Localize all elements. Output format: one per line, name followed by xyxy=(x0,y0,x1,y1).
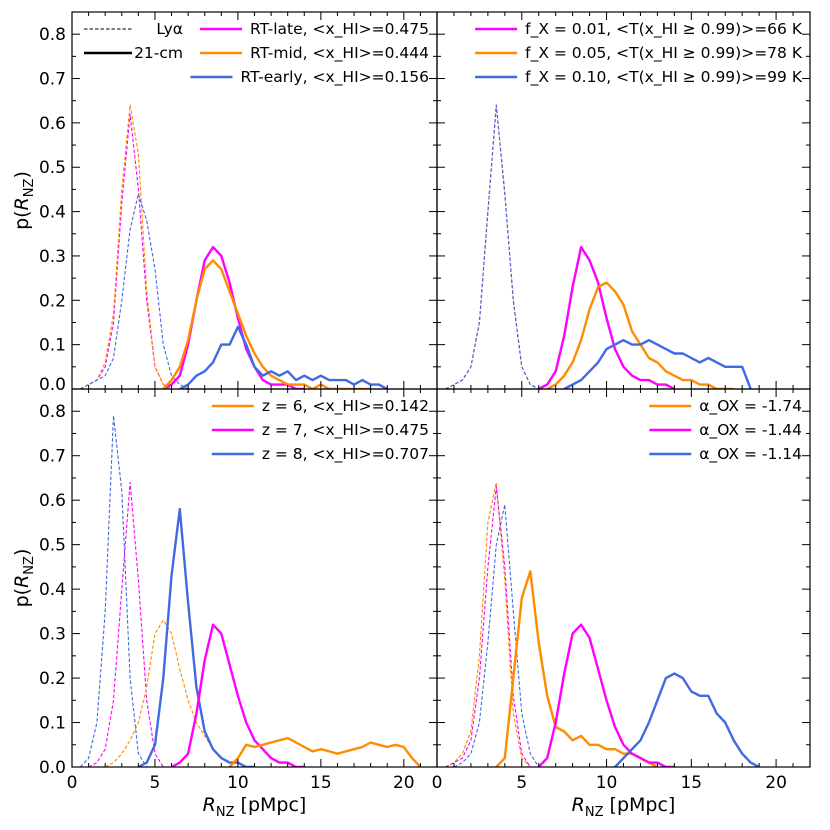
series-line-1-3 xyxy=(538,245,675,389)
x-axis-title: RNZ [pMpc] xyxy=(572,794,676,820)
x-tick-label: 20 xyxy=(765,773,787,793)
y-tick-label: 0.1 xyxy=(39,714,66,734)
x-title-sub: NZ xyxy=(216,805,235,820)
series-line-2-2 xyxy=(104,619,247,767)
y-tick-label: 0.4 xyxy=(39,580,66,600)
series-line-3-1 xyxy=(445,486,531,767)
y-tick-label: 0.7 xyxy=(39,70,66,90)
series-line-1-4 xyxy=(546,281,734,389)
legend-label: f_X = 0.10, <T(x_HI ≥ 0.99)>=99 K xyxy=(525,68,803,87)
series-line-1-5 xyxy=(563,339,752,389)
x-title-unit: [pMpc] xyxy=(235,794,307,816)
series-group xyxy=(80,104,388,389)
legend-label: f_X = 0.01, <T(x_HI ≥ 0.99)>=66 K xyxy=(525,20,803,39)
x-tick-label: 10 xyxy=(227,773,249,793)
x-title-unit: [pMpc] xyxy=(604,794,676,816)
panel-bottom-right: 0 5 10 15 20 RNZ [pMpc] α_OX = -1.74 α_OX = -1.… xyxy=(432,388,811,820)
x-tick-label: 0 xyxy=(432,773,443,793)
series-line-3-5 xyxy=(614,672,760,767)
legend-label: RT-late, <x_HI>=0.475 xyxy=(250,20,429,39)
panel-bottom-left: 0.00.10.20.30.40.50.60.70.8p(RNZ)0 5 10 15 2… xyxy=(11,388,438,820)
tick-group xyxy=(71,388,438,768)
y-title-main: R xyxy=(11,575,33,588)
legend-label: α_OX = -1.74 xyxy=(699,397,802,416)
y-axis-title: p(RNZ) xyxy=(11,549,37,608)
series-group xyxy=(445,104,752,389)
series-line-3-2 xyxy=(453,504,540,767)
y-title-sub: NZ xyxy=(22,178,37,197)
series-line-2-0 xyxy=(79,415,148,767)
y-tick-label: 0.0 xyxy=(39,375,66,395)
series-group xyxy=(79,415,422,767)
y-axis-title: p(RNZ) xyxy=(11,171,37,230)
series-line-2-3 xyxy=(137,507,255,767)
y-tick-label: 0.8 xyxy=(39,402,66,422)
y-tick-label: 0.6 xyxy=(39,491,66,511)
y-tick-label: 0.6 xyxy=(39,114,66,134)
x-tick-label: 20 xyxy=(393,773,415,793)
series-line-0-2 xyxy=(80,193,189,389)
legend-label: RT-mid, <x_HI>=0.444 xyxy=(250,44,429,63)
series-line-2-5 xyxy=(228,736,422,767)
y-tick-label: 0.3 xyxy=(39,247,66,267)
y-title-post: ) xyxy=(11,549,33,556)
x-title-sub: NZ xyxy=(585,805,604,820)
x-axis-title: RNZ [pMpc] xyxy=(203,794,307,820)
y-tick-label: 0.2 xyxy=(39,669,66,689)
x-tick-label: 15 xyxy=(680,773,702,793)
series-line-2-1 xyxy=(88,481,164,767)
series-line-1-2 xyxy=(445,104,539,389)
tick-group xyxy=(436,11,811,390)
series-line-0-5 xyxy=(179,325,388,389)
series-line-0-1 xyxy=(80,104,172,389)
legend-label: f_X = 0.05, <T(x_HI ≥ 0.99)>=78 K xyxy=(525,44,803,63)
x-tick-label: 5 xyxy=(516,773,527,793)
x-tick-label: 0 xyxy=(67,773,78,793)
series-line-3-0 xyxy=(445,481,531,767)
y-tick-label: 0.3 xyxy=(39,625,66,645)
series-line-0-3 xyxy=(162,245,305,389)
y-tick-label: 0.5 xyxy=(39,536,66,556)
y-tick-label: 0.5 xyxy=(39,158,66,178)
x-title-main: R xyxy=(203,794,216,816)
tick-group xyxy=(71,11,438,390)
style-legend-label: Lyα xyxy=(156,20,183,38)
y-tick-label: 0.2 xyxy=(39,291,66,311)
y-title-post: ) xyxy=(11,171,33,178)
y-title-main: R xyxy=(11,197,33,210)
legend-label: α_OX = -1.14 xyxy=(699,445,802,464)
series-line-2-4 xyxy=(170,623,305,767)
series-group xyxy=(445,481,760,767)
tick-group xyxy=(436,388,811,768)
series-line-0-0 xyxy=(80,113,172,389)
series-line-0-4 xyxy=(162,259,371,389)
style-legend-label: 21-cm xyxy=(134,44,183,62)
y-tick-label: 0.4 xyxy=(39,203,66,223)
panel-top-right: f_X = 0.01, <T(x_HI ≥ 0.99)>=66 K f_X = 0… xyxy=(436,11,811,390)
series-line-3-4 xyxy=(537,623,675,767)
series-line-3-3 xyxy=(495,570,658,767)
y-tick-label: 0.1 xyxy=(39,336,66,356)
x-tick-label: 5 xyxy=(150,773,161,793)
x-tick-label: 10 xyxy=(596,773,618,793)
y-tick-label: 0.0 xyxy=(39,758,66,778)
y-tick-label: 0.7 xyxy=(39,447,66,467)
legend-label: z = 7, <x_HI>=0.475 xyxy=(262,421,429,440)
y-tick-label: 0.8 xyxy=(39,25,66,45)
legend-label: z = 6, <x_HI>=0.142 xyxy=(262,397,429,416)
legend-label: α_OX = -1.44 xyxy=(699,421,802,440)
series-line-1-1 xyxy=(445,104,539,389)
legend-label: z = 8, <x_HI>=0.707 xyxy=(262,445,429,464)
series-line-1-0 xyxy=(445,104,539,389)
x-title-main: R xyxy=(572,794,585,816)
x-tick-label: 15 xyxy=(310,773,332,793)
legend-label: RT-early, <x_HI>=0.156 xyxy=(240,68,429,87)
y-title-sub: NZ xyxy=(22,556,37,575)
panel-top-left: 0.0 0.1 0.2 0.3 0.4 0.5 0.6 0.7 0.8 p(RNZ) Lyα 21-c… xyxy=(11,11,438,395)
y-title-pre: p( xyxy=(11,588,33,607)
y-title-pre: p( xyxy=(11,210,33,229)
